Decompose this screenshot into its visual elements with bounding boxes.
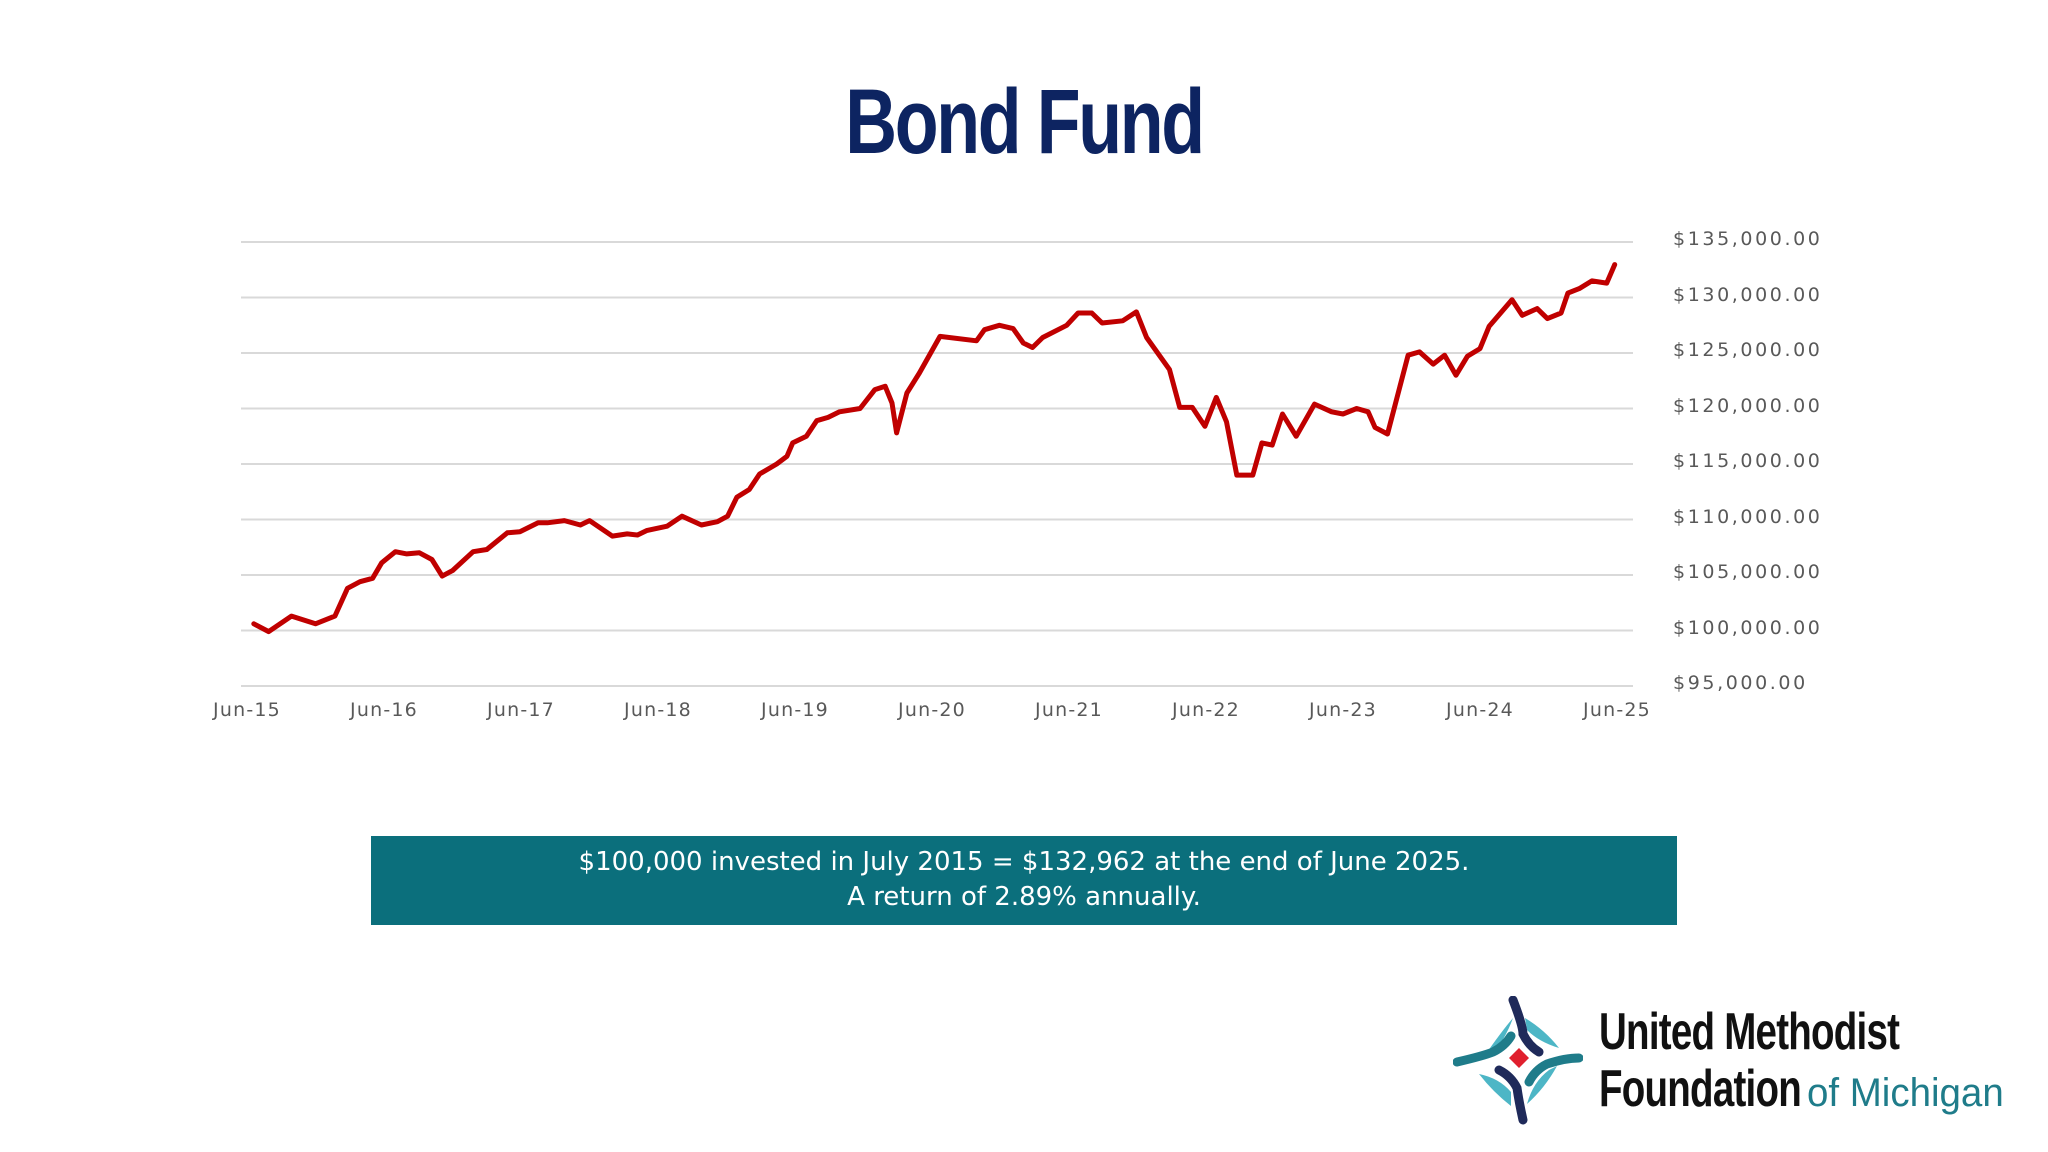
y-axis-tick-label: $135,000.00 bbox=[1673, 228, 1823, 250]
x-axis-tick-label: Jun-23 bbox=[1309, 699, 1377, 721]
series-line bbox=[251, 262, 1618, 635]
page-title: Bond Fund bbox=[845, 71, 1205, 173]
y-axis-tick-label: $100,000.00 bbox=[1673, 616, 1823, 639]
line-chart: $135,000.00 $130,000.00 $125,000.00 $120,00… bbox=[213, 228, 1823, 721]
logo-foundation-text: Foundation bbox=[1599, 1060, 1802, 1118]
y-axis-tick-label: $105,000.00 bbox=[1673, 561, 1823, 583]
y-axis-tick-label: $125,000.00 bbox=[1673, 339, 1823, 361]
x-axis-tick-label: Jun-15 bbox=[213, 699, 281, 721]
y-axis-tick-label: $120,000.00 bbox=[1673, 394, 1823, 417]
organization-logo: United Methodist Foundation of Michigan bbox=[1453, 996, 2013, 1126]
logo-name-line-2: Foundation of Michigan bbox=[1599, 1060, 2004, 1121]
x-axis-tick-label: Jun-18 bbox=[624, 699, 692, 721]
y-axis-tick-label: $110,000.00 bbox=[1673, 505, 1823, 528]
logo-name-line-1: United Methodist bbox=[1599, 1003, 1900, 1061]
four-point-star-compass-icon bbox=[1453, 996, 1583, 1125]
x-axis-tick-label: Jun-21 bbox=[1035, 699, 1103, 721]
x-axis-tick-label: Jun-24 bbox=[1446, 699, 1514, 721]
x-axis-tick-label: Jun-25 bbox=[1583, 699, 1651, 721]
summary-line-1: $100,000 invested in July 2015 = $132,96… bbox=[578, 847, 1470, 877]
x-axis-tick-label: Jun-16 bbox=[350, 699, 418, 721]
y-axis-tick-label: $130,000.00 bbox=[1673, 283, 1823, 306]
x-axis-tick-label: Jun-17 bbox=[487, 699, 555, 721]
x-axis-tick-label: Jun-20 bbox=[898, 699, 966, 721]
summary-banner: $100,000 invested in July 2015 = $132,96… bbox=[371, 836, 1677, 925]
logo-suffix-text: of Michigan bbox=[1806, 1071, 2004, 1115]
chart-plot-area bbox=[241, 241, 1633, 687]
x-axis-tick-label: Jun-22 bbox=[1172, 699, 1240, 721]
y-axis-tick-label: $115,000.00 bbox=[1673, 450, 1823, 472]
y-axis-tick-label: $95,000.00 bbox=[1673, 672, 1808, 694]
x-axis-tick-label: Jun-19 bbox=[761, 699, 829, 721]
summary-line-2: A return of 2.89% annually. bbox=[847, 882, 1201, 912]
